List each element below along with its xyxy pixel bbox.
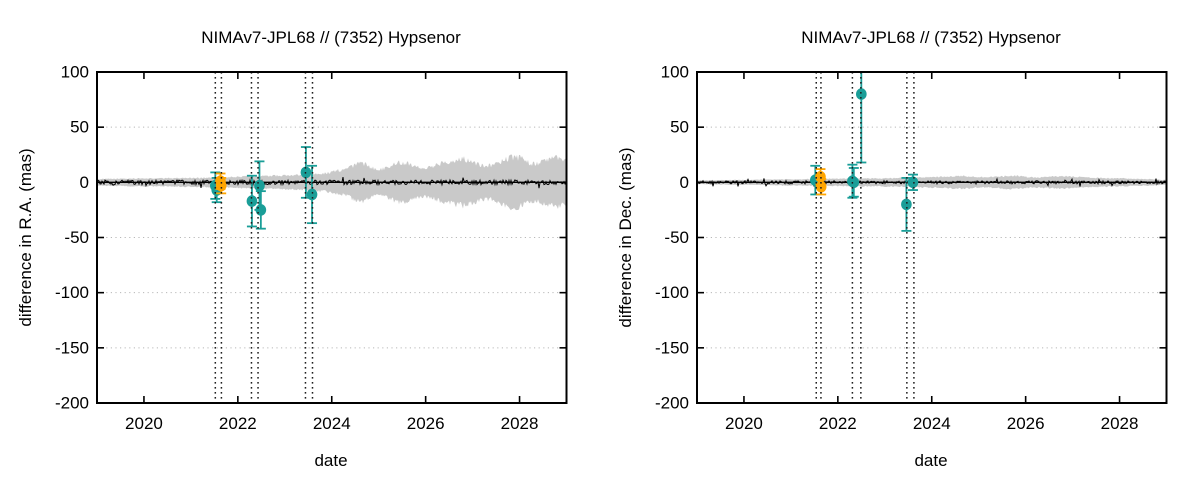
- y-tick-label: 0: [80, 173, 89, 192]
- y-tick-label: 100: [61, 63, 89, 82]
- teal-offsets-data-point: [254, 179, 265, 192]
- teal-offsets-data-point: [255, 204, 267, 216]
- teal-offsets-data-point: [901, 198, 912, 211]
- y-tick-label: -50: [64, 228, 89, 247]
- clipped-data-layer: [97, 146, 567, 230]
- residual-noise-line: [97, 176, 567, 189]
- plot-title: NIMAv7-JPL68 // (7352) Hypsenor: [201, 28, 461, 47]
- y-tick-label: -50: [664, 228, 689, 247]
- y-axis-label: difference in Dec. (mas): [616, 147, 635, 327]
- plot-ra-layers: 2020 2022 2024 2026 2028 100 50 0 -50 -100 -150 -20…: [55, 63, 568, 433]
- y-tick-label: -200: [655, 394, 689, 413]
- y-tick-label: -150: [55, 338, 89, 357]
- x-tick-label: 2028: [1101, 414, 1139, 433]
- y-tick-label: 100: [661, 63, 689, 82]
- y-tick-label: -100: [655, 283, 689, 302]
- x-tick-label: 2024: [913, 414, 951, 433]
- y-tick-label: -200: [55, 394, 89, 413]
- residual-noise-line: [697, 177, 1167, 187]
- teal-offsets-data-point: [856, 88, 867, 100]
- teal-offsets-data-point: [306, 188, 318, 201]
- y-tick-label: -100: [55, 283, 89, 302]
- orange-offsets-data-point: [815, 171, 826, 183]
- x-tick-label: 2022: [219, 414, 257, 433]
- plot-dec: 2020 2022 2024 2026 2028 100 50 0 -50 -100 -150 -20…: [616, 28, 1168, 470]
- orange-offsets-data-point: [215, 179, 227, 192]
- y-tick-label: -150: [655, 338, 689, 357]
- x-tick-label: 2024: [313, 414, 351, 433]
- teal-offsets-data-point: [246, 195, 258, 207]
- x-tick-label: 2020: [125, 414, 163, 433]
- y-axis-label: difference in R.A. (mas): [16, 148, 35, 326]
- plot-title: NIMAv7-JPL68 // (7352) Hypsenor: [801, 28, 1061, 47]
- y-tick-label: 0: [680, 173, 689, 192]
- y-tick-label: 50: [70, 118, 89, 137]
- plot-ra: 2020 2022 2024 2026 2028 100 50 0 -50 -100 -150 -20…: [16, 28, 568, 470]
- teal-offsets-data-point: [848, 176, 860, 189]
- x-tick-label: 2020: [725, 414, 763, 433]
- teal-offsets-data-point: [907, 176, 919, 189]
- x-tick-label: 2026: [407, 414, 445, 433]
- x-tick-label: 2022: [819, 414, 857, 433]
- x-axis-label: date: [314, 451, 347, 470]
- y-tick-label: 50: [670, 118, 689, 137]
- x-tick-label: 2026: [1007, 414, 1045, 433]
- x-tick-label: 2028: [501, 414, 539, 433]
- orange-offsets-data-point: [815, 180, 827, 193]
- plot-dec-layers: 2020 2022 2024 2026 2028 100 50 0 -50 -100 -150 -20…: [655, 63, 1168, 433]
- x-axis-label: date: [914, 451, 947, 470]
- clipped-data-layer: [697, 72, 1167, 232]
